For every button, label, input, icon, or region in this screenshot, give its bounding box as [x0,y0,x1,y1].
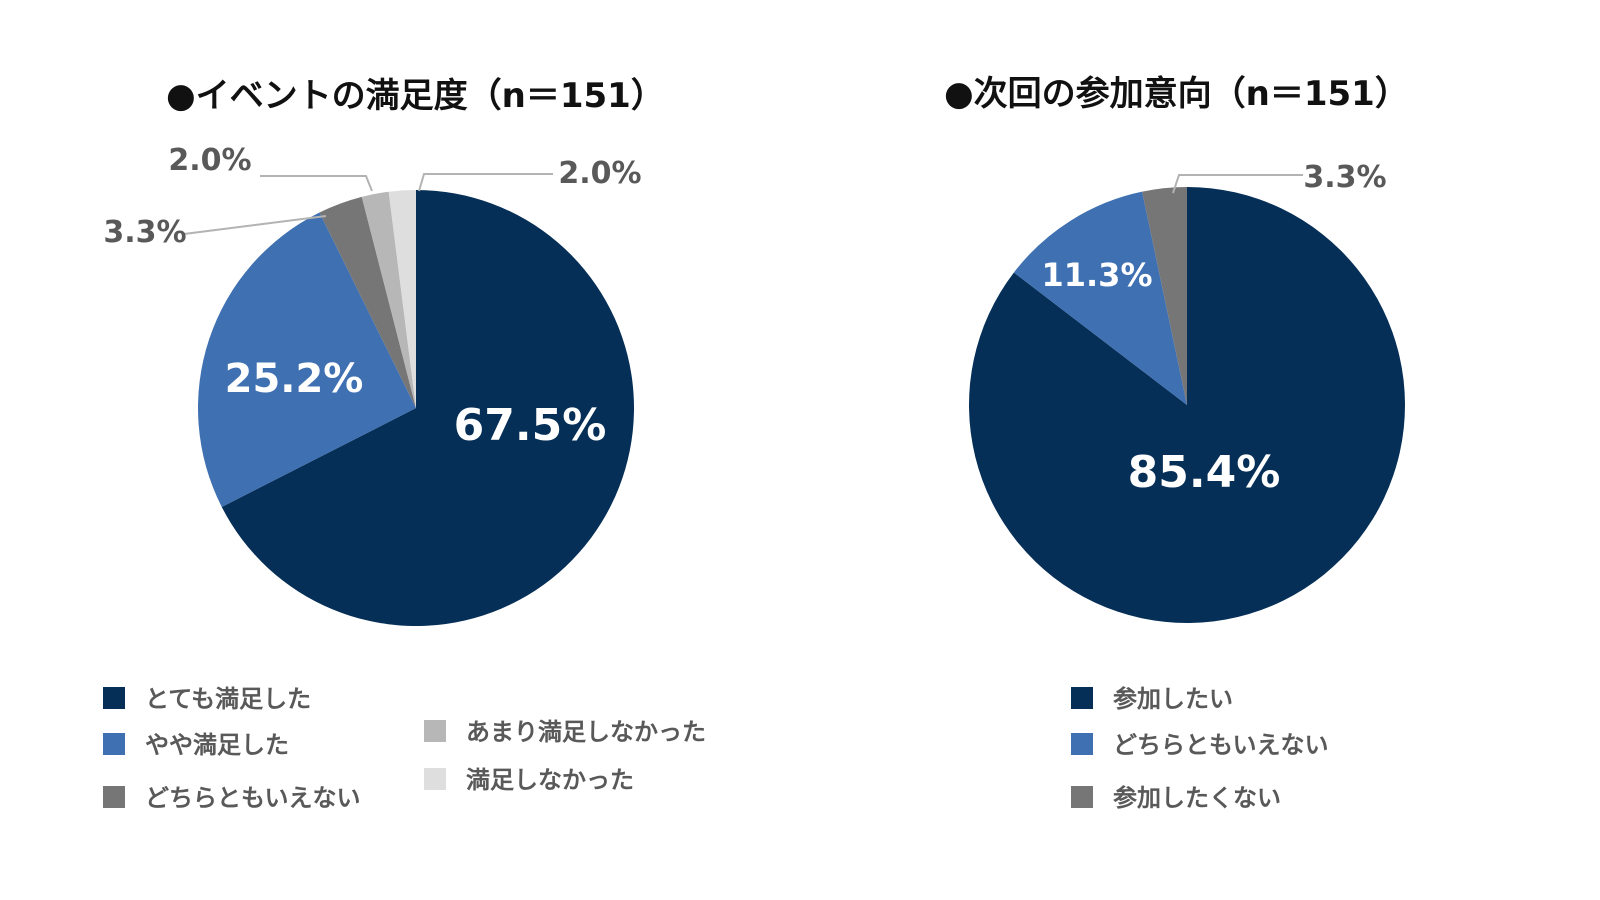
legend-item-do-not-want-to-participate-label: 参加したくない [1113,784,1281,812]
participation-labels: 85.4% 11.3% 3.3% [1041,160,1386,498]
value-label-do-not-want-to-participate-leader-line [1172,174,1303,194]
satisfaction-labels: 67.5% 25.2% 3.3% 2.0% 2.0% [103,143,641,451]
value-label-not-very-satisfied: 2.0% [168,143,251,178]
legend-item-neutral: どちらともいえない [103,784,361,812]
legend-item-not-satisfied: 満足しなかった [424,766,634,794]
legend-item-neutral-intent: どちらともいえない [1071,731,1329,759]
value-label-want-to-participate: 85.4% [1128,447,1281,498]
legend-item-not-very-satisfied-swatch [424,720,446,742]
legend-item-neutral-label: どちらともいえない [145,784,361,812]
legend-item-want-to-participate: 参加したい [1071,685,1233,713]
value-label-neutral-intent: 11.3% [1041,256,1152,294]
slice-neutral-intent [1013,191,1187,405]
slice-not-very-satisfied [361,191,416,408]
value-label-not-very-satisfied-leader-line [260,175,373,192]
slice-very-satisfied [221,190,635,627]
legend-item-somewhat-satisfied-label: やや満足した [145,731,289,759]
slice-want-to-participate [968,187,1405,623]
value-label-neutral: 3.3% [103,215,186,250]
legend-item-somewhat-satisfied-swatch [103,733,125,755]
legend-item-somewhat-satisfied: やや満足した [103,731,289,759]
value-label-not-satisfied: 2.0% [558,156,641,191]
legend-item-very-satisfied-label: とても満足した [145,685,311,713]
legend-item-want-to-participate-label: 参加したい [1113,685,1233,713]
chart-title-satisfaction: ●イベントの満足度（n＝151） [166,76,665,116]
slice-neutral [319,196,416,408]
legend-item-do-not-want-to-participate: 参加したくない [1071,784,1281,812]
slice-do-not-want-to-participate [1142,187,1187,405]
slice-not-satisfied [388,190,416,408]
value-label-neutral-leader-line [183,215,327,235]
legend-item-neutral-intent-swatch [1071,733,1093,755]
legend-item-do-not-want-to-participate-swatch [1071,786,1093,808]
satisfaction-pie [198,190,635,627]
participation-pie [968,187,1405,623]
value-label-somewhat-satisfied: 25.2% [225,356,364,402]
chart-title-participation: ●次回の参加意向（n＝151） [944,74,1409,114]
legend-item-not-satisfied-swatch [424,768,446,790]
slice-somewhat-satisfied [198,212,416,507]
value-label-do-not-want-to-participate: 3.3% [1303,160,1386,195]
value-label-not-satisfied-leader-line [418,173,553,192]
legend-item-not-very-satisfied-label: あまり満足しなかった [466,718,706,746]
legend-item-very-satisfied: とても満足した [103,685,311,713]
legend-item-not-satisfied-label: 満足しなかった [466,766,634,794]
legend-item-neutral-intent-label: どちらともいえない [1113,731,1329,759]
legend-item-neutral-swatch [103,786,125,808]
legend-item-want-to-participate-swatch [1071,687,1093,709]
legend-item-very-satisfied-swatch [103,687,125,709]
legend-item-not-very-satisfied: あまり満足しなかった [424,718,706,746]
value-label-very-satisfied: 67.5% [454,400,607,451]
